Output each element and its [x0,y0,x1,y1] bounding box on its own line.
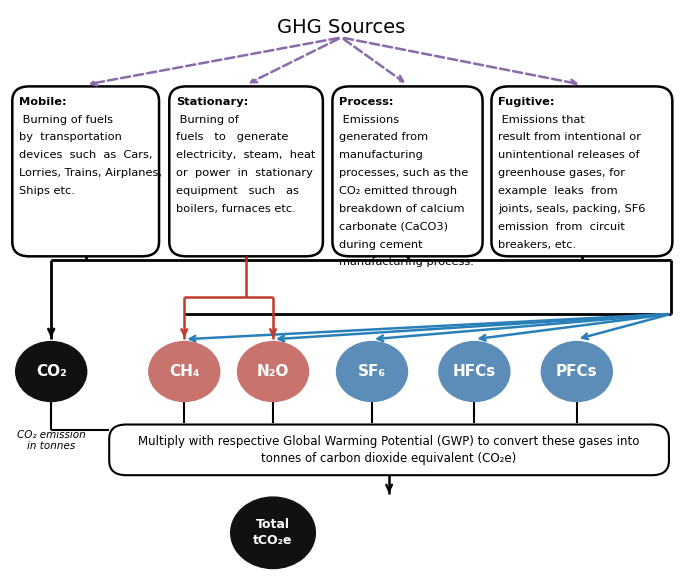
Text: boilers, furnaces etc.: boilers, furnaces etc. [176,204,296,214]
Circle shape [149,342,220,401]
Text: GHG Sources: GHG Sources [277,18,405,37]
Text: N₂O: N₂O [257,364,289,379]
Text: manufacturing: manufacturing [340,150,423,160]
Text: joints, seals, packing, SF6: joints, seals, packing, SF6 [498,204,645,214]
Text: carbonate (CaCO3): carbonate (CaCO3) [340,222,448,232]
Text: Emissions: Emissions [340,115,400,124]
Text: result from intentional or: result from intentional or [498,132,641,142]
Text: CO₂ emitted through: CO₂ emitted through [340,186,457,196]
Text: emission  from  circuit: emission from circuit [498,222,625,232]
Text: Stationary:: Stationary: [176,97,248,107]
Text: devices  such  as  Cars,: devices such as Cars, [19,150,153,160]
Text: greenhouse gases, for: greenhouse gases, for [498,168,625,178]
Text: Total
tCO₂e: Total tCO₂e [253,518,293,547]
Text: SF₆: SF₆ [358,364,386,379]
FancyBboxPatch shape [332,86,482,256]
Text: by  transportation: by transportation [19,132,122,142]
Text: processes, such as the: processes, such as the [340,168,468,178]
Text: Mobile:: Mobile: [19,97,66,107]
Text: electricity,  steam,  heat: electricity, steam, heat [176,150,316,160]
FancyBboxPatch shape [169,86,323,256]
Circle shape [231,497,316,569]
Text: manufacturing process.: manufacturing process. [340,257,474,267]
Text: fuels   to   generate: fuels to generate [176,132,288,142]
Text: breakdown of calcium: breakdown of calcium [340,204,465,214]
Circle shape [439,342,510,401]
Text: Fugitive:: Fugitive: [498,97,555,107]
Text: Emissions that: Emissions that [498,115,585,124]
Text: Process:: Process: [340,97,393,107]
Text: unintentional releases of: unintentional releases of [498,150,640,160]
Text: generated from: generated from [340,132,428,142]
Text: CO₂ emission
in tonnes: CO₂ emission in tonnes [17,430,85,452]
Text: breakers, etc.: breakers, etc. [498,240,576,249]
FancyBboxPatch shape [491,86,672,256]
Text: CO₂: CO₂ [36,364,66,379]
Text: CH₄: CH₄ [169,364,199,379]
Text: during cement: during cement [340,240,423,249]
Text: Lorries, Trains, Airplanes,: Lorries, Trains, Airplanes, [19,168,162,178]
Text: PFCs: PFCs [556,364,598,379]
Circle shape [237,342,309,401]
Circle shape [15,342,87,401]
Text: Burning of fuels: Burning of fuels [19,115,113,124]
Text: equipment   such   as: equipment such as [176,186,299,196]
Text: Burning of: Burning of [176,115,239,124]
FancyBboxPatch shape [13,86,159,256]
Circle shape [337,342,407,401]
Text: example  leaks  from: example leaks from [498,186,618,196]
Text: Multiply with respective Global Warming Potential (GWP) to convert these gases i: Multiply with respective Global Warming … [139,435,640,465]
Circle shape [541,342,612,401]
Text: HFCs: HFCs [453,364,496,379]
Text: Ships etc.: Ships etc. [19,186,75,196]
FancyBboxPatch shape [109,425,669,475]
Text: or  power  in  stationary: or power in stationary [176,168,313,178]
